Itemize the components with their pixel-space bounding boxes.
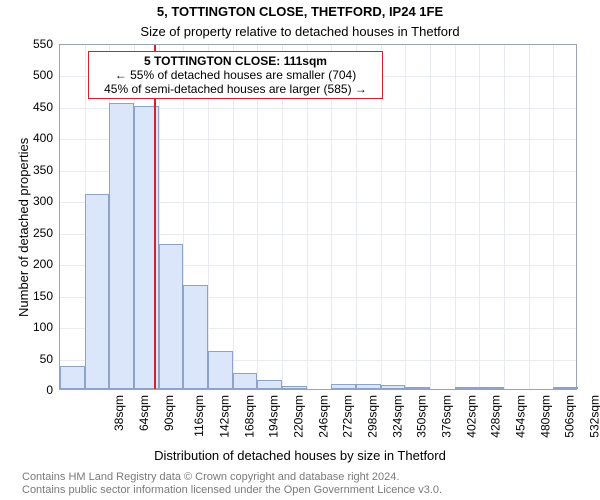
annotation-line-3: 45% of semi-detached houses are larger (… (95, 82, 376, 96)
chart-title: 5, TOTTINGTON CLOSE, THETFORD, IP24 1FE (0, 4, 600, 19)
footer-line-2: Contains public sector information licen… (22, 484, 442, 498)
histogram-bar (553, 387, 578, 389)
y-tick-label: 0 (0, 383, 53, 397)
histogram-bar (356, 384, 381, 389)
y-tick-label: 100 (0, 320, 53, 334)
histogram-bar (85, 194, 110, 389)
annotation-line-2: ← 55% of detached houses are smaller (70… (95, 68, 376, 82)
histogram-bar (109, 103, 134, 389)
y-tick-label: 550 (0, 37, 53, 51)
gridline-vertical (529, 45, 530, 389)
y-tick-label: 300 (0, 194, 53, 208)
x-tick-label: 64sqm (137, 395, 151, 431)
x-tick-label: 506sqm (563, 395, 577, 438)
x-tick-label: 116sqm (192, 395, 206, 437)
annotation-line-1: 5 TOTTINGTON CLOSE: 111sqm (95, 54, 376, 68)
y-tick-label: 250 (0, 226, 53, 240)
histogram-bar (455, 387, 480, 389)
x-axis-label: Distribution of detached houses by size … (0, 448, 600, 463)
histogram-bar (381, 385, 406, 389)
gridline-vertical (553, 45, 554, 389)
histogram-bar (60, 366, 85, 389)
y-tick-label: 500 (0, 68, 53, 82)
histogram-bar (479, 387, 504, 389)
histogram-bar (405, 387, 430, 389)
chart-subtitle: Size of property relative to detached ho… (0, 24, 600, 39)
x-tick-label: 142sqm (218, 395, 232, 438)
x-tick-label: 168sqm (242, 395, 256, 438)
x-tick-label: 428sqm (489, 395, 503, 438)
gridline-vertical (405, 45, 406, 389)
annotation-box: 5 TOTTINGTON CLOSE: 111sqm ← 55% of deta… (88, 51, 383, 99)
histogram-bar (331, 384, 356, 389)
histogram-bar (183, 285, 208, 389)
x-tick-label: 402sqm (464, 395, 478, 438)
histogram-bar (257, 380, 282, 389)
gridline-vertical (479, 45, 480, 389)
y-tick-label: 350 (0, 163, 53, 177)
gridline-vertical (430, 45, 431, 389)
x-tick-label: 298sqm (366, 395, 380, 438)
footer-attribution: Contains HM Land Registry data © Crown c… (22, 471, 442, 499)
histogram-bar (282, 386, 307, 389)
x-tick-label: 38sqm (112, 395, 126, 431)
x-tick-label: 480sqm (538, 395, 552, 438)
gridline-vertical (455, 45, 456, 389)
histogram-bar (233, 373, 258, 389)
gridline-vertical (504, 45, 505, 389)
x-tick-label: 324sqm (390, 395, 404, 438)
x-tick-label: 246sqm (316, 395, 330, 438)
y-tick-label: 400 (0, 131, 53, 145)
y-tick-label: 450 (0, 100, 53, 114)
x-tick-label: 454sqm (514, 395, 528, 438)
x-tick-label: 350sqm (415, 395, 429, 438)
y-tick-label: 200 (0, 257, 53, 271)
histogram-bar (159, 244, 184, 389)
x-tick-label: 194sqm (267, 395, 281, 438)
y-tick-label: 150 (0, 289, 53, 303)
x-tick-label: 220sqm (292, 395, 306, 438)
x-tick-label: 90sqm (162, 395, 176, 431)
histogram-bar (208, 351, 233, 389)
x-tick-label: 532sqm (588, 395, 600, 438)
x-tick-label: 376sqm (440, 395, 454, 438)
x-tick-label: 272sqm (341, 395, 355, 438)
y-tick-label: 50 (0, 352, 53, 366)
footer-line-1: Contains HM Land Registry data © Crown c… (22, 471, 442, 485)
